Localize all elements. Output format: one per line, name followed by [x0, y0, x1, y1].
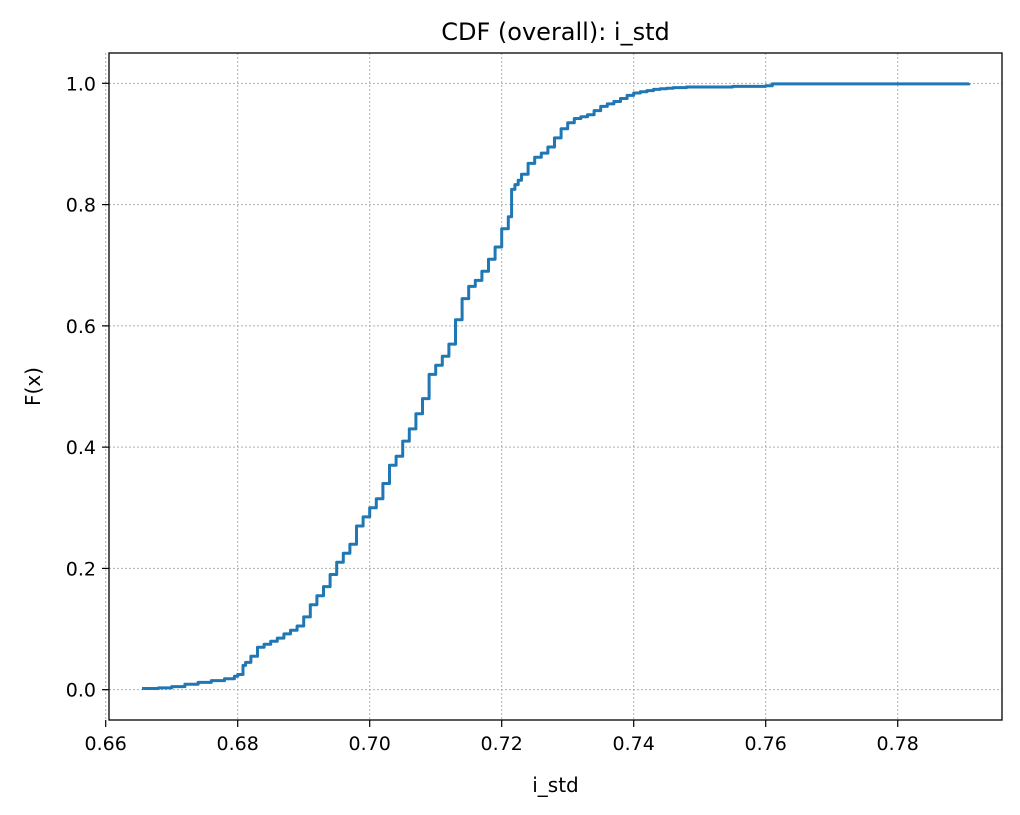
- x-tick-label: 0.66: [85, 733, 127, 755]
- y-tick-label: 0.8: [66, 195, 96, 217]
- axis-ticks: 0.66 0.68 0.70 0.72 0.74 0.76 0.78 0.0 0.2 0.4 0.6…: [66, 73, 919, 755]
- x-tick-label: 0.74: [613, 733, 655, 755]
- x-axis-title: i_std: [532, 773, 579, 797]
- x-tick-label: 0.76: [745, 733, 787, 755]
- x-tick-label: 0.68: [217, 733, 259, 755]
- y-tick-label: 0.4: [66, 437, 96, 459]
- y-tick-label: 0.2: [66, 558, 96, 580]
- y-axis-title: F(x): [21, 367, 45, 406]
- cdf-series-line: [142, 82, 971, 690]
- x-tick-label: 0.70: [349, 733, 391, 755]
- y-tick-label: 1.0: [66, 73, 96, 95]
- y-tick-label: 0.6: [66, 316, 96, 338]
- plot-frame: [108, 52, 1003, 721]
- y-tick-label: 0.0: [66, 680, 96, 702]
- x-tick-label: 0.78: [877, 733, 919, 755]
- series-layer: [142, 82, 971, 690]
- chart-title: CDF (overall): i_std: [441, 18, 670, 46]
- x-tick-label: 0.72: [481, 733, 523, 755]
